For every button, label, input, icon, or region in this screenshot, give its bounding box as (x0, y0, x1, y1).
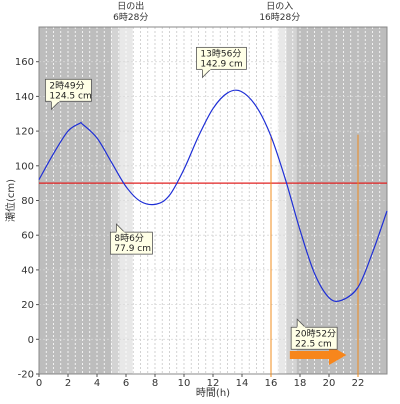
x-tick-label: 16 (265, 378, 278, 389)
y-axis-title: 潮位(cm) (4, 179, 17, 222)
callout-box (196, 46, 247, 70)
direction-arrow-icon (289, 345, 347, 365)
y-tick-label: 20 (21, 300, 34, 311)
callout-time: 8時6分 (114, 233, 143, 244)
x-tick-label: 4 (94, 378, 100, 389)
x-tick-label: 10 (178, 378, 191, 389)
y-tick-label: 60 (21, 231, 34, 242)
x-tick-label: 20 (323, 378, 336, 389)
x-tick-label: 0 (36, 378, 42, 389)
callout-time: 20時52分 (295, 328, 336, 339)
x-tick-label: 6 (123, 378, 129, 389)
x-tick-label: 2 (65, 378, 71, 389)
y-tick-label: 40 (21, 265, 34, 276)
y-tick-label: -20 (18, 370, 34, 381)
callout-value: 77.9 cm (114, 244, 151, 254)
x-tick-label: 18 (294, 378, 307, 389)
y-tick-label: 80 (21, 196, 34, 207)
y-tick-label: 100 (15, 161, 34, 172)
callout-box (44, 78, 92, 102)
x-tick-label: 8 (152, 378, 158, 389)
y-tick-label: 0 (28, 335, 34, 346)
callout-time: 13時56分 (200, 48, 241, 59)
callout-time: 2時49分 (49, 80, 84, 91)
x-axis-title: 時間(h) (196, 387, 230, 399)
callout-box (290, 326, 338, 350)
callout-value: 142.9 cm (200, 59, 242, 69)
tide-curve (38, 89, 388, 302)
callout-box (110, 231, 153, 255)
y-tick-label: 160 (15, 57, 34, 68)
sunrise-label: 日の出 (117, 0, 144, 12)
callout-value: 124.5 cm (49, 91, 91, 101)
sunset-label: 日の入 (266, 1, 293, 12)
callout-value: 22.5 cm (295, 339, 332, 349)
y-tick-label: 140 (15, 92, 34, 103)
x-tick-label: 22 (352, 378, 365, 389)
night-band-evening (296, 27, 387, 374)
sunset-time: 16時28分 (259, 12, 300, 23)
x-tick-label: 14 (236, 378, 249, 389)
sunrise-time: 6時28分 (113, 12, 148, 23)
y-tick-label: 120 (15, 127, 34, 138)
twilight-band-evening-light (277, 27, 287, 374)
x-tick-label: 12 (207, 378, 220, 389)
